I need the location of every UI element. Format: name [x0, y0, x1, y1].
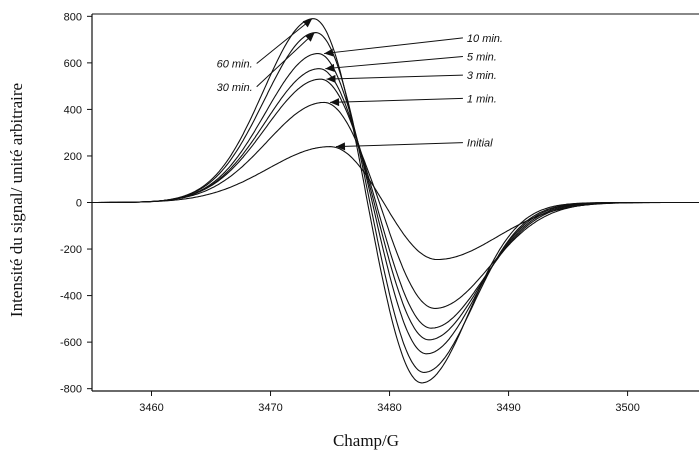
annotation-label: 60 min.: [217, 59, 253, 71]
annotation-leader: [330, 97, 463, 103]
annotation-leader: [325, 56, 463, 70]
annotation-arrowhead: [326, 74, 336, 83]
annotation-arrowhead: [324, 48, 334, 57]
x-axis-title: Champ/G: [333, 431, 399, 450]
annotation-leader: [256, 32, 315, 88]
annotation-leader: [324, 37, 463, 55]
annotation-arrowhead: [302, 18, 313, 28]
series-layer: [92, 18, 699, 384]
x-axis: 3460 3470 3480 3490 3500: [139, 391, 640, 414]
annotation-leader: [256, 18, 313, 64]
annotation-label: 3 min.: [467, 70, 497, 82]
y-tick-label: 0: [76, 198, 82, 210]
annotation-leader: [335, 142, 463, 148]
annotation-arrowhead: [335, 142, 346, 151]
y-tick-label: -600: [60, 337, 82, 349]
annotation-label: 5 min.: [467, 52, 497, 64]
x-tick-label: 3470: [258, 402, 282, 414]
x-tick-label: 3480: [377, 402, 401, 414]
y-tick-label: 200: [64, 151, 82, 163]
annotation-label: 10 min.: [467, 33, 503, 45]
y-axis-title: Intensité du signal/ unité arbitraire: [7, 83, 26, 317]
annotation-arrowhead: [330, 98, 340, 107]
y-tick-label: 600: [64, 58, 82, 70]
annotation-label: 30 min.: [217, 82, 253, 94]
y-axis: 800 600 400 200 0 -200 -400 -600 -800: [60, 11, 92, 396]
y-tick-label: -400: [60, 291, 82, 303]
annotation-label: Initial: [467, 138, 493, 150]
annotation-arrowhead: [305, 32, 315, 42]
y-tick-label: 800: [64, 11, 82, 23]
annotation-leader: [326, 74, 463, 80]
annotation-arrowhead: [325, 63, 335, 72]
series-line-5-min: [92, 68, 699, 341]
x-tick-label: 3490: [496, 402, 520, 414]
x-tick-label: 3460: [139, 402, 163, 414]
y-tick-label: -800: [60, 384, 82, 396]
annotation-label: 1 min.: [467, 93, 497, 105]
series-line-1-min: [92, 101, 699, 309]
x-tick-label: 3500: [615, 402, 639, 414]
y-tick-label: 400: [64, 104, 82, 116]
y-tick-label: -200: [60, 244, 82, 256]
annotation-layer: 10 min. 5 min. 3 min. 1 min. Initial 60 min. 3…: [217, 18, 503, 151]
series-line-60-min: [92, 18, 699, 384]
